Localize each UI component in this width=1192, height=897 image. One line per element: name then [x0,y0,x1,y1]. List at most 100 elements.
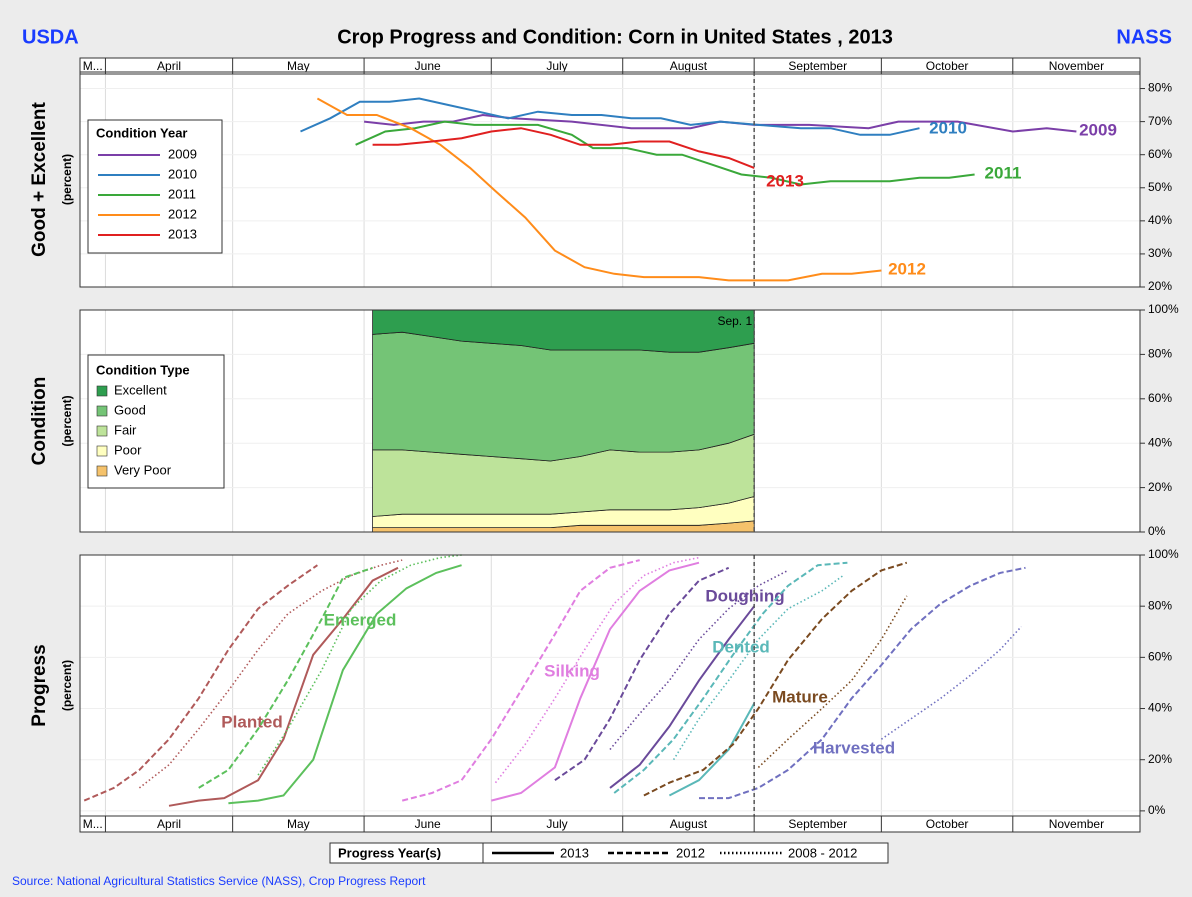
line-series [355,120,975,186]
month-label: May [287,817,310,831]
progress-line [668,702,756,797]
legend-label: 2008 - 2012 [788,845,857,860]
y-tick-label: 0% [1148,803,1166,817]
stage-label: Dented [712,637,770,656]
y-tick-label: 20% [1148,752,1172,766]
source-note: Source: National Agricultural Statistics… [12,874,426,888]
y-tick-label: 50% [1148,180,1172,194]
page-title: Crop Progress and Condition: Corn in Uni… [337,26,893,48]
legend-swatch [96,405,108,417]
legend-label: 2012 [168,206,197,221]
y-tick-label: 100% [1148,302,1179,316]
progress-line [613,561,848,794]
y-tick-label: 20% [1148,279,1172,293]
month-label: November [1049,817,1104,831]
month-label: August [670,59,708,73]
reference-label: Sep. 1 [717,314,752,328]
y-axis-title: Condition [29,377,50,466]
y-tick-label: 60% [1148,391,1172,405]
stage-label: Harvested [813,738,895,757]
y-tick-label: 70% [1148,114,1172,128]
month-label: May [287,59,310,73]
stage-label: Silking [544,661,600,680]
progress-line [672,574,844,761]
month-label: M... [83,59,103,73]
month-label: September [788,59,847,73]
progress-line [83,564,318,802]
plot-border [79,309,1141,533]
series-label: 2011 [985,163,1022,182]
legend-title: Condition Year [96,125,188,140]
y-tick-label: 60% [1148,650,1172,664]
stage-label: Mature [772,687,828,706]
series-label: 2012 [888,259,926,278]
legend-title: Progress Year(s) [338,845,441,860]
line-series [316,97,882,282]
month-strip [79,815,1141,833]
line-series [372,127,755,169]
legend-label: 2010 [168,166,197,181]
month-label: June [415,817,441,831]
legend-box [87,119,223,254]
series-label: 2013 [766,171,804,190]
y-tick-label: 60% [1148,147,1172,161]
y-tick-label: 40% [1148,701,1172,715]
progress-line [643,561,908,797]
legend-label: Good [114,402,146,417]
y-tick-label: 30% [1148,246,1172,260]
month-label: July [546,59,567,73]
legend-swatch [96,465,108,477]
legend-label: 2009 [168,146,197,161]
legend-label: Excellent [114,382,167,397]
y-axis-unit: (percent) [60,395,74,446]
progress-line [491,561,700,802]
legend-label: 2013 [168,226,197,241]
progress-line [138,559,403,789]
legend-swatch [96,445,108,457]
legend-swatch [96,385,108,397]
month-label: June [415,59,441,73]
y-tick-label: 80% [1148,347,1172,361]
month-label: August [670,817,708,831]
progress-line [168,566,399,807]
stage-label: Doughing [705,586,784,605]
y-tick-label: 40% [1148,435,1172,449]
progress-line [609,605,755,789]
legend-box [87,354,225,489]
plot-area [80,555,1140,816]
series-label: 2010 [929,118,967,137]
y-tick-label: 20% [1148,480,1172,494]
usda-label: USDA [22,26,79,48]
legend-swatch [96,425,108,437]
progress-line [401,559,640,802]
y-tick-label: 80% [1148,598,1172,612]
month-strip [79,57,1141,75]
legend-label: 2011 [168,186,196,201]
y-tick-label: 40% [1148,213,1172,227]
y-axis-unit: (percent) [60,154,74,205]
plot-area [80,72,1140,287]
progress-line [554,566,730,782]
legend-label: Fair [114,422,137,437]
month-label: November [1049,59,1104,73]
progress-line [228,564,462,805]
line-series [300,97,920,136]
y-axis-unit: (percent) [60,660,74,711]
month-label: M... [83,817,103,831]
legend-label: Very Poor [114,462,172,477]
month-label: July [546,817,567,831]
series-label: 2009 [1079,120,1117,139]
y-tick-label: 0% [1148,524,1166,538]
nass-label: NASS [1116,26,1172,48]
y-axis-title: Good + Excellent [29,101,50,256]
legend-label: 2012 [676,845,705,860]
month-label: September [788,817,847,831]
y-tick-label: 80% [1148,81,1172,95]
month-label: April [157,817,181,831]
plot-border [79,554,1141,817]
legend-label: 2013 [560,845,589,860]
stage-label: Emerged [324,610,397,629]
y-axis-title: Progress [29,644,50,726]
month-label: October [926,59,969,73]
stage-label: Planted [221,712,282,731]
